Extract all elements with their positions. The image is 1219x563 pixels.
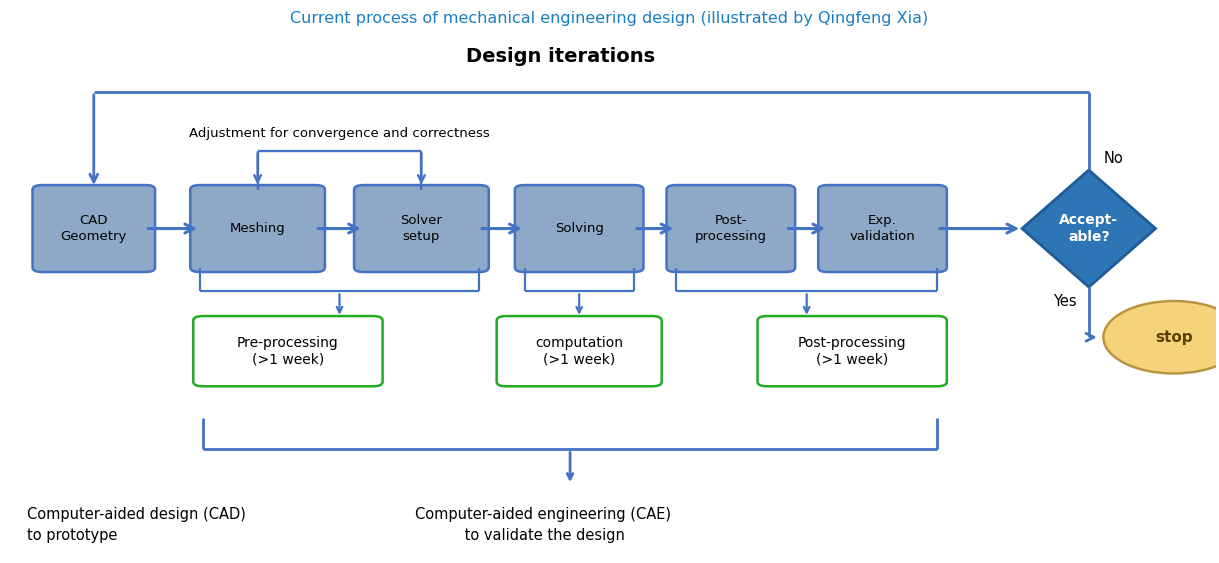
FancyBboxPatch shape — [496, 316, 662, 386]
Text: stop: stop — [1154, 330, 1192, 345]
Text: Exp.
validation: Exp. validation — [850, 214, 915, 243]
FancyBboxPatch shape — [190, 185, 325, 272]
Polygon shape — [1022, 170, 1156, 287]
Text: Yes: Yes — [1053, 294, 1076, 309]
Text: Meshing: Meshing — [229, 222, 285, 235]
Text: Computer-aided design (CAD)
to prototype: Computer-aided design (CAD) to prototype — [27, 507, 246, 543]
FancyBboxPatch shape — [514, 185, 644, 272]
Text: Adjustment for convergence and correctness: Adjustment for convergence and correctne… — [189, 127, 490, 140]
Text: Solver
setup: Solver setup — [401, 214, 442, 243]
Text: Design iterations: Design iterations — [467, 47, 656, 66]
Ellipse shape — [1103, 301, 1219, 373]
FancyBboxPatch shape — [757, 316, 947, 386]
Text: No: No — [1103, 150, 1123, 166]
Text: Current process of mechanical engineering design (illustrated by Qingfeng Xia): Current process of mechanical engineerin… — [290, 11, 929, 26]
FancyBboxPatch shape — [33, 185, 155, 272]
Text: CAD
Geometry: CAD Geometry — [61, 214, 127, 243]
FancyBboxPatch shape — [194, 316, 383, 386]
Text: Accept-
able?: Accept- able? — [1059, 213, 1118, 244]
Text: computation
(>1 week): computation (>1 week) — [535, 336, 623, 367]
Text: Post-processing
(>1 week): Post-processing (>1 week) — [798, 336, 907, 367]
Text: Post-
processing: Post- processing — [695, 214, 767, 243]
FancyBboxPatch shape — [667, 185, 795, 272]
Text: Solving: Solving — [555, 222, 603, 235]
Text: Pre-processing
(>1 week): Pre-processing (>1 week) — [236, 336, 339, 367]
FancyBboxPatch shape — [354, 185, 489, 272]
FancyBboxPatch shape — [818, 185, 947, 272]
Text: Computer-aided engineering (CAE)
 to validate the design: Computer-aided engineering (CAE) to vali… — [414, 507, 670, 543]
